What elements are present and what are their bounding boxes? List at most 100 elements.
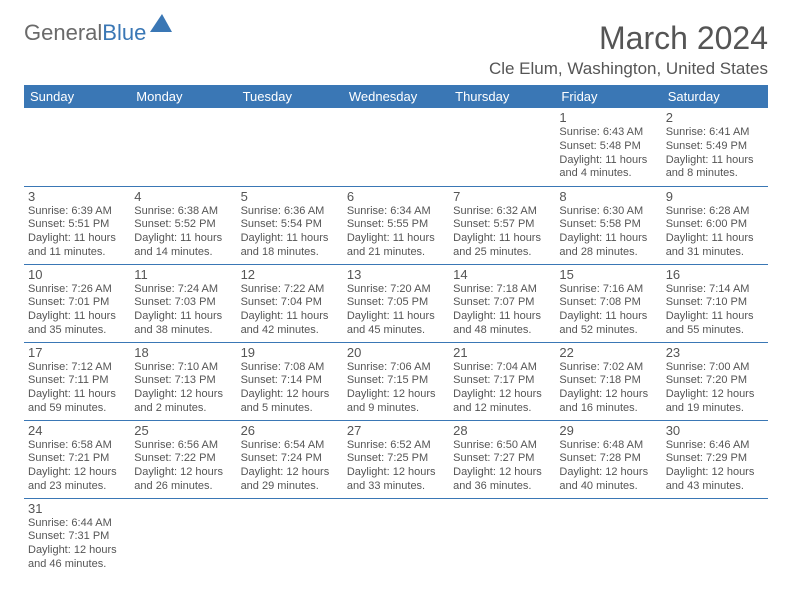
day-info: Sunrise: 7:16 AMSunset: 7:08 PMDaylight:…	[559, 283, 657, 338]
weekday-header: Thursday	[449, 85, 555, 108]
calendar-day-cell: 17Sunrise: 7:12 AMSunset: 7:11 PMDayligh…	[24, 342, 130, 420]
calendar-header-row: SundayMondayTuesdayWednesdayThursdayFrid…	[24, 85, 768, 108]
day-number: 23	[666, 345, 764, 360]
calendar-day-cell: 24Sunrise: 6:58 AMSunset: 7:21 PMDayligh…	[24, 420, 130, 498]
day-info: Sunrise: 6:39 AMSunset: 5:51 PMDaylight:…	[28, 205, 126, 260]
day-info: Sunrise: 6:38 AMSunset: 5:52 PMDaylight:…	[134, 205, 232, 260]
day-info: Sunrise: 7:04 AMSunset: 7:17 PMDaylight:…	[453, 361, 551, 416]
day-number: 4	[134, 189, 232, 204]
calendar-day-cell: 8Sunrise: 6:30 AMSunset: 5:58 PMDaylight…	[555, 186, 661, 264]
calendar-day-cell: 20Sunrise: 7:06 AMSunset: 7:15 PMDayligh…	[343, 342, 449, 420]
day-number: 17	[28, 345, 126, 360]
weekday-header: Friday	[555, 85, 661, 108]
day-info: Sunrise: 7:26 AMSunset: 7:01 PMDaylight:…	[28, 283, 126, 338]
day-info: Sunrise: 7:10 AMSunset: 7:13 PMDaylight:…	[134, 361, 232, 416]
weekday-header: Tuesday	[237, 85, 343, 108]
day-info: Sunrise: 7:06 AMSunset: 7:15 PMDaylight:…	[347, 361, 445, 416]
calendar-day-cell: 3Sunrise: 6:39 AMSunset: 5:51 PMDaylight…	[24, 186, 130, 264]
location: Cle Elum, Washington, United States	[489, 59, 768, 79]
day-number: 10	[28, 267, 126, 282]
day-info: Sunrise: 7:20 AMSunset: 7:05 PMDaylight:…	[347, 283, 445, 338]
calendar-day-cell	[130, 108, 236, 186]
day-number: 24	[28, 423, 126, 438]
calendar-day-cell: 7Sunrise: 6:32 AMSunset: 5:57 PMDaylight…	[449, 186, 555, 264]
day-number: 25	[134, 423, 232, 438]
day-number: 11	[134, 267, 232, 282]
calendar-day-cell: 21Sunrise: 7:04 AMSunset: 7:17 PMDayligh…	[449, 342, 555, 420]
calendar-day-cell: 29Sunrise: 6:48 AMSunset: 7:28 PMDayligh…	[555, 420, 661, 498]
calendar-day-cell: 4Sunrise: 6:38 AMSunset: 5:52 PMDaylight…	[130, 186, 236, 264]
day-info: Sunrise: 6:36 AMSunset: 5:54 PMDaylight:…	[241, 205, 339, 260]
calendar-week-row: 1Sunrise: 6:43 AMSunset: 5:48 PMDaylight…	[24, 108, 768, 186]
calendar-day-cell	[449, 108, 555, 186]
day-number: 30	[666, 423, 764, 438]
day-number: 9	[666, 189, 764, 204]
calendar-day-cell: 1Sunrise: 6:43 AMSunset: 5:48 PMDaylight…	[555, 108, 661, 186]
day-number: 31	[28, 501, 126, 516]
weekday-header: Saturday	[662, 85, 768, 108]
calendar-day-cell: 18Sunrise: 7:10 AMSunset: 7:13 PMDayligh…	[130, 342, 236, 420]
day-info: Sunrise: 7:12 AMSunset: 7:11 PMDaylight:…	[28, 361, 126, 416]
day-info: Sunrise: 6:46 AMSunset: 7:29 PMDaylight:…	[666, 439, 764, 494]
day-number: 6	[347, 189, 445, 204]
calendar-day-cell: 25Sunrise: 6:56 AMSunset: 7:22 PMDayligh…	[130, 420, 236, 498]
day-info: Sunrise: 6:34 AMSunset: 5:55 PMDaylight:…	[347, 205, 445, 260]
calendar-day-cell: 23Sunrise: 7:00 AMSunset: 7:20 PMDayligh…	[662, 342, 768, 420]
calendar-week-row: 31Sunrise: 6:44 AMSunset: 7:31 PMDayligh…	[24, 498, 768, 576]
day-number: 18	[134, 345, 232, 360]
calendar-day-cell: 9Sunrise: 6:28 AMSunset: 6:00 PMDaylight…	[662, 186, 768, 264]
calendar-day-cell	[343, 108, 449, 186]
day-number: 14	[453, 267, 551, 282]
day-number: 1	[559, 110, 657, 125]
day-info: Sunrise: 7:14 AMSunset: 7:10 PMDaylight:…	[666, 283, 764, 338]
calendar-day-cell: 26Sunrise: 6:54 AMSunset: 7:24 PMDayligh…	[237, 420, 343, 498]
day-info: Sunrise: 7:22 AMSunset: 7:04 PMDaylight:…	[241, 283, 339, 338]
weekday-header: Wednesday	[343, 85, 449, 108]
day-info: Sunrise: 6:50 AMSunset: 7:27 PMDaylight:…	[453, 439, 551, 494]
calendar-day-cell: 2Sunrise: 6:41 AMSunset: 5:49 PMDaylight…	[662, 108, 768, 186]
calendar-day-cell: 22Sunrise: 7:02 AMSunset: 7:18 PMDayligh…	[555, 342, 661, 420]
calendar-day-cell: 14Sunrise: 7:18 AMSunset: 7:07 PMDayligh…	[449, 264, 555, 342]
calendar-day-cell	[449, 498, 555, 576]
day-number: 19	[241, 345, 339, 360]
title-block: March 2024 Cle Elum, Washington, United …	[489, 20, 768, 79]
day-info: Sunrise: 6:28 AMSunset: 6:00 PMDaylight:…	[666, 205, 764, 260]
calendar-week-row: 24Sunrise: 6:58 AMSunset: 7:21 PMDayligh…	[24, 420, 768, 498]
weekday-header: Sunday	[24, 85, 130, 108]
day-info: Sunrise: 7:02 AMSunset: 7:18 PMDaylight:…	[559, 361, 657, 416]
day-number: 27	[347, 423, 445, 438]
day-info: Sunrise: 7:08 AMSunset: 7:14 PMDaylight:…	[241, 361, 339, 416]
calendar-week-row: 17Sunrise: 7:12 AMSunset: 7:11 PMDayligh…	[24, 342, 768, 420]
calendar-week-row: 10Sunrise: 7:26 AMSunset: 7:01 PMDayligh…	[24, 264, 768, 342]
day-info: Sunrise: 6:32 AMSunset: 5:57 PMDaylight:…	[453, 205, 551, 260]
calendar-day-cell: 16Sunrise: 7:14 AMSunset: 7:10 PMDayligh…	[662, 264, 768, 342]
calendar-day-cell: 15Sunrise: 7:16 AMSunset: 7:08 PMDayligh…	[555, 264, 661, 342]
logo: GeneralBlue	[24, 20, 172, 46]
day-number: 26	[241, 423, 339, 438]
day-info: Sunrise: 6:54 AMSunset: 7:24 PMDaylight:…	[241, 439, 339, 494]
day-number: 28	[453, 423, 551, 438]
calendar-day-cell	[343, 498, 449, 576]
day-number: 15	[559, 267, 657, 282]
day-info: Sunrise: 7:18 AMSunset: 7:07 PMDaylight:…	[453, 283, 551, 338]
calendar-day-cell	[555, 498, 661, 576]
calendar-day-cell	[237, 498, 343, 576]
day-number: 21	[453, 345, 551, 360]
day-number: 8	[559, 189, 657, 204]
day-info: Sunrise: 6:48 AMSunset: 7:28 PMDaylight:…	[559, 439, 657, 494]
day-number: 3	[28, 189, 126, 204]
calendar-day-cell	[130, 498, 236, 576]
calendar-day-cell: 6Sunrise: 6:34 AMSunset: 5:55 PMDaylight…	[343, 186, 449, 264]
calendar-table: SundayMondayTuesdayWednesdayThursdayFrid…	[24, 85, 768, 576]
calendar-day-cell: 12Sunrise: 7:22 AMSunset: 7:04 PMDayligh…	[237, 264, 343, 342]
calendar-week-row: 3Sunrise: 6:39 AMSunset: 5:51 PMDaylight…	[24, 186, 768, 264]
day-info: Sunrise: 6:56 AMSunset: 7:22 PMDaylight:…	[134, 439, 232, 494]
calendar-day-cell: 13Sunrise: 7:20 AMSunset: 7:05 PMDayligh…	[343, 264, 449, 342]
calendar-day-cell	[662, 498, 768, 576]
day-info: Sunrise: 6:30 AMSunset: 5:58 PMDaylight:…	[559, 205, 657, 260]
day-number: 29	[559, 423, 657, 438]
calendar-day-cell: 31Sunrise: 6:44 AMSunset: 7:31 PMDayligh…	[24, 498, 130, 576]
day-number: 22	[559, 345, 657, 360]
day-info: Sunrise: 7:24 AMSunset: 7:03 PMDaylight:…	[134, 283, 232, 338]
day-info: Sunrise: 6:44 AMSunset: 7:31 PMDaylight:…	[28, 517, 126, 572]
